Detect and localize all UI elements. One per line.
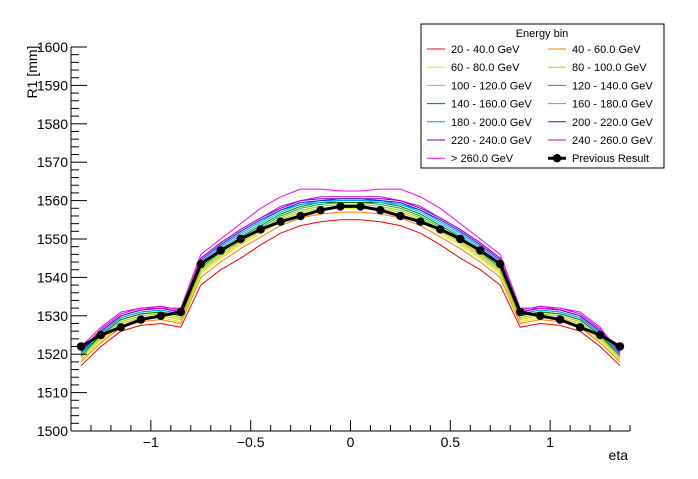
data-point — [136, 315, 146, 324]
data-point — [396, 211, 405, 221]
legend-label: Previous Result — [572, 153, 649, 165]
data-point — [236, 234, 245, 244]
data-point — [575, 323, 585, 332]
x-tick-label: 1 — [546, 434, 554, 450]
y-tick-label: 1570 — [37, 154, 68, 170]
legend-label: 160 - 180.0 GeV — [572, 99, 653, 111]
data-point — [536, 311, 545, 320]
data-point — [316, 206, 325, 215]
legend-label: 200 - 220.0 GeV — [572, 117, 653, 129]
legend: Energy bin 20 - 40.0 GeV 40 - 60.0 GeV 60 … — [420, 23, 665, 169]
x-tick-label: 0.5 — [441, 434, 461, 450]
y-tick-label: 1500 — [37, 423, 68, 439]
series-line-13 — [80, 204, 621, 348]
series-line-4 — [80, 203, 621, 357]
legend-label: 40 - 60.0 GeV — [572, 44, 641, 56]
data-point — [276, 217, 285, 226]
y-tick-label: 1530 — [37, 308, 68, 324]
data-point — [256, 225, 265, 234]
data-point — [76, 342, 86, 351]
data-point — [176, 307, 185, 317]
y-tick-label: 1590 — [37, 77, 68, 93]
legend-label: 100 - 120.0 GeV — [451, 80, 532, 92]
x-tick-label: −1 — [143, 434, 159, 450]
data-point — [196, 259, 205, 269]
series-line-0 — [80, 219, 621, 367]
data-point — [516, 307, 525, 317]
series-line-2 — [80, 207, 621, 361]
y-tick-label: 1510 — [37, 385, 68, 401]
legend-label: 140 - 160.0 GeV — [451, 99, 532, 111]
data-point — [156, 311, 165, 320]
data-point — [416, 217, 425, 226]
data-point — [456, 234, 465, 244]
data-point — [96, 330, 106, 340]
legend-label: 80 - 100.0 GeV — [572, 62, 647, 74]
y-tick-label: 1520 — [37, 346, 68, 362]
y-tick-label: 1540 — [37, 269, 68, 285]
data-point — [356, 202, 365, 211]
x-tick-label: 0 — [347, 434, 355, 450]
data-point — [615, 342, 625, 351]
data-point — [336, 202, 345, 211]
y-tick-label: 1580 — [37, 116, 68, 132]
data-point — [436, 225, 445, 234]
axes-layer: 1500 1510 1520 1530 1540 1550 1560 1570 1580 1590… — [37, 39, 631, 450]
y-tick-label: 1560 — [37, 193, 68, 209]
legend-box — [420, 23, 665, 169]
series-line-12 — [80, 188, 621, 355]
y-axis-title: R1 [mm] — [24, 46, 40, 99]
legend-label: 240 - 260.0 GeV — [572, 135, 653, 147]
data-point — [476, 246, 485, 255]
data-point — [496, 259, 505, 269]
legend-marker — [552, 154, 562, 163]
series-layer — [76, 188, 625, 367]
series-line-1 — [80, 211, 621, 363]
legend-label: 120 - 140.0 GeV — [572, 80, 653, 92]
legend-title: Energy bin — [516, 28, 569, 40]
legend-label: 60 - 80.0 GeV — [451, 62, 520, 74]
data-point — [555, 315, 565, 324]
legend-label: 20 - 40.0 GeV — [451, 44, 520, 56]
legend-label: 220 - 240.0 GeV — [451, 135, 532, 147]
series-line-8 — [80, 200, 621, 353]
legend-label: 180 - 200.0 GeV — [451, 117, 532, 129]
data-point — [376, 206, 385, 215]
legend-label: > 260.0 GeV — [451, 153, 514, 165]
data-point — [116, 323, 126, 332]
y-tick-label: 1600 — [37, 39, 68, 55]
data-point — [296, 211, 305, 221]
y-tick-label: 1550 — [37, 231, 68, 247]
data-point — [216, 246, 225, 255]
x-axis-title: eta — [609, 447, 629, 463]
series-line-10 — [80, 198, 621, 351]
x-tick-label: −0.5 — [237, 434, 265, 450]
data-point — [595, 330, 605, 340]
